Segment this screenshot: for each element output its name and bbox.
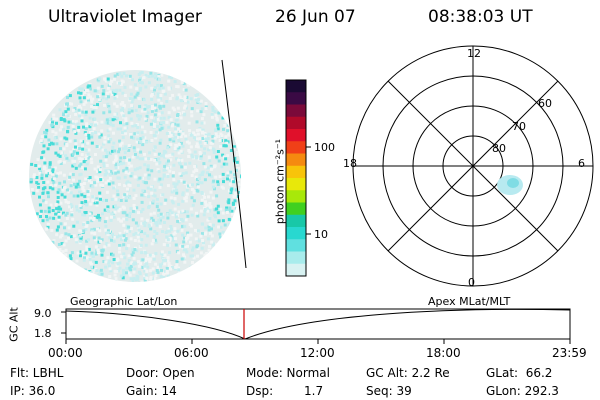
colorbar-label-10: 10 bbox=[314, 228, 328, 241]
timeline-right-title: Apex MLat/MLT bbox=[428, 295, 511, 308]
colorbar-segment bbox=[286, 214, 306, 228]
date-label: 26 Jun 07 bbox=[275, 7, 356, 27]
colorbar-segment bbox=[286, 239, 306, 252]
gain-info: Gain: 14 bbox=[126, 384, 177, 398]
glat-info: GLat: 66.2 bbox=[486, 366, 553, 380]
timeline-xtick-2: 12:00 bbox=[300, 346, 335, 360]
gc-alt-info: GC Alt: 2.2 Re bbox=[366, 366, 450, 380]
instrument-title: Ultraviolet Imager bbox=[48, 7, 202, 27]
timeline-ylabel: GC Alt bbox=[7, 307, 21, 342]
time-label: 08:38:03 UT bbox=[428, 7, 533, 27]
polar-aurora-spot bbox=[497, 175, 523, 195]
colorbar-segment bbox=[286, 92, 306, 105]
seq-info: Seq: 39 bbox=[366, 384, 412, 398]
dsp-value: 1.7 bbox=[304, 384, 324, 398]
colorbar-segment bbox=[286, 116, 306, 130]
timeline-ytick-top: 9.0 bbox=[34, 307, 52, 320]
timeline-left-title: Geographic Lat/Lon bbox=[70, 295, 178, 308]
timeline-ytick-bottom: 1.8 bbox=[34, 327, 52, 340]
lat-label-80: 80 bbox=[492, 142, 506, 155]
colorbar-segment bbox=[286, 165, 306, 179]
polar-plot bbox=[352, 45, 594, 287]
mlt-label-18: 18 bbox=[343, 157, 357, 170]
ip-info: IP: 36.0 bbox=[10, 384, 56, 398]
timeline-xtick-1: 06:00 bbox=[174, 346, 209, 360]
colorbar-segment bbox=[286, 227, 306, 240]
colorbar-segment bbox=[286, 80, 306, 93]
colorbar-unit-label: photon cm⁻²s⁻¹ bbox=[273, 138, 287, 225]
geographic-image bbox=[29, 59, 247, 282]
colorbar-segment bbox=[286, 141, 306, 154]
lat-label-60: 60 bbox=[538, 97, 552, 110]
colorbar-segment bbox=[286, 251, 306, 265]
glon-info: GLon: 292.3 bbox=[486, 384, 559, 398]
color-scale-bar bbox=[285, 79, 307, 277]
colorbar-segment bbox=[286, 190, 306, 203]
lat-label-70: 70 bbox=[512, 120, 526, 133]
colorbar-segment bbox=[286, 104, 306, 118]
colorbar-segment bbox=[286, 153, 306, 167]
mlt-label-6: 6 bbox=[578, 157, 585, 170]
colorbar-label-100: 100 bbox=[314, 141, 335, 154]
colorbar-segment bbox=[286, 129, 306, 142]
filter-info: Flt: LBHL bbox=[10, 366, 64, 380]
timeline-xtick-4: 23:59 bbox=[552, 346, 587, 360]
mlt-label-12: 12 bbox=[467, 47, 481, 60]
colorbar-segment bbox=[286, 178, 306, 191]
timeline-xtick-3: 18:00 bbox=[426, 346, 461, 360]
colorbar-segment bbox=[286, 263, 306, 277]
mlt-label-0: 0 bbox=[468, 276, 475, 289]
dsp-label: Dsp: bbox=[246, 384, 274, 398]
mode-info: Mode: Normal bbox=[246, 366, 330, 380]
colorbar-segment bbox=[286, 202, 306, 216]
orbit-timeline bbox=[61, 308, 571, 344]
timeline-xtick-0: 00:00 bbox=[48, 346, 83, 360]
door-info: Door: Open bbox=[126, 366, 195, 380]
terminator-line bbox=[221, 59, 247, 269]
